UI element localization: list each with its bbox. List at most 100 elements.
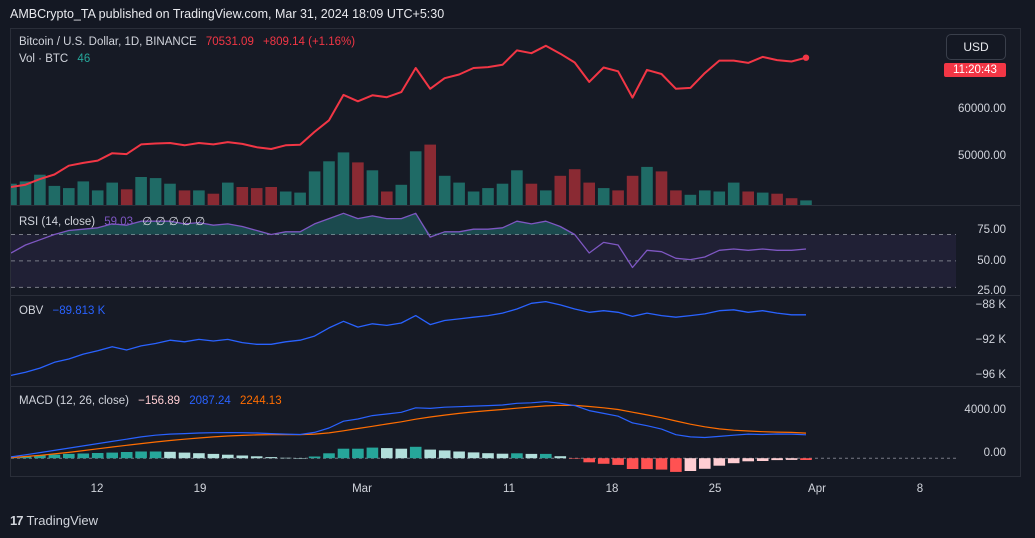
macd-panel[interactable]: MACD (12, 26, close) −156.89 2087.24 224…: [10, 386, 1021, 477]
volume-bar: [713, 191, 726, 206]
obv-chart[interactable]: [11, 296, 1022, 387]
rsi-panel[interactable]: RSI (14, close) 59.03 ∅ ∅ ∅ ∅ ∅ 75.00 50…: [10, 205, 1022, 297]
price-value: 70531.09: [205, 36, 254, 48]
x-tick-12: 12: [90, 483, 104, 495]
macd-histogram-bar: [323, 453, 335, 459]
macd-histogram-bar: [785, 458, 798, 460]
macd-hist-value: −156.89: [138, 395, 181, 407]
volume-bar: [482, 188, 494, 206]
volume-bar: [699, 190, 711, 206]
macd-histogram-bar: [395, 448, 408, 459]
x-tick-19: 19: [193, 483, 207, 495]
price-change: +809.14 (+1.16%): [263, 36, 356, 48]
volume-bar: [800, 200, 812, 206]
rsi-tick-25: 25.00: [977, 285, 1006, 297]
macd-histogram-bar: [727, 458, 740, 464]
macd-histogram-bar: [207, 453, 220, 459]
volume-bar: [381, 191, 393, 206]
macd-histogram-bar: [279, 457, 292, 459]
macd-histogram-bar: [641, 458, 653, 470]
macd-line-value: 2087.24: [189, 395, 231, 407]
macd-histogram-bar: [568, 458, 581, 459]
price-line: [11, 44, 807, 188]
volume-bar: [424, 144, 436, 206]
rsi-tick-50: 50.00: [977, 255, 1006, 267]
volume-bar: [11, 183, 17, 206]
volume-bar: [742, 191, 754, 206]
volume-bar: [106, 182, 118, 206]
macd-histogram-bar: [352, 448, 364, 459]
volume-bar: [222, 182, 234, 206]
volume-bar: [453, 182, 465, 206]
x-tick-11: 11: [503, 483, 515, 495]
macd-tick-0: 0.00: [983, 447, 1006, 459]
macd-histogram-bar: [135, 451, 147, 459]
macd-histogram-bar: [800, 458, 812, 460]
macd-histogram-bar: [482, 453, 494, 459]
macd-histogram-bar: [467, 452, 480, 459]
macd-histogram-bar: [626, 458, 639, 469]
tradingview-brand[interactable]: 17 TradingView: [10, 513, 98, 528]
macd-histogram-bar: [381, 448, 393, 459]
rsi-chart[interactable]: [11, 206, 1022, 296]
volume-bar: [352, 162, 364, 206]
macd-histogram-bar: [265, 457, 277, 459]
macd-histogram-bar: [337, 448, 350, 459]
volume-bar: [626, 175, 639, 206]
x-tick-18: 18: [605, 483, 619, 495]
volume-bar: [785, 198, 798, 206]
volume-bar: [597, 188, 610, 206]
volume-bar: [771, 193, 783, 206]
currency-button[interactable]: USD: [946, 34, 1006, 60]
volume-bar: [670, 190, 682, 206]
macd-histogram-bar: [149, 451, 162, 459]
volume-bar: [684, 194, 697, 206]
macd-signal-value: 2244.13: [240, 395, 282, 407]
volume-bar: [366, 170, 379, 206]
macd-histogram-bar: [63, 453, 75, 459]
macd-label: MACD (12, 26, close): [19, 395, 129, 407]
macd-histogram-bar: [511, 453, 523, 459]
price-panel[interactable]: Bitcoin / U.S. Dollar, 1D, BINANCE 70531…: [10, 28, 1022, 206]
price-tick-60000: 60000.00: [958, 103, 1006, 115]
obv-value: −89.813 K: [52, 305, 106, 317]
volume-bar: [250, 188, 263, 206]
volume-bar: [568, 169, 581, 206]
obv-panel[interactable]: OBV −89.813 K −88 K −92 K −96 K: [10, 295, 1021, 386]
price-tick-50000: 50000.00: [958, 150, 1006, 162]
macd-histogram-bar: [554, 456, 567, 459]
macd-histogram-bar: [366, 447, 379, 459]
price-chart[interactable]: [11, 29, 1022, 206]
macd-histogram-bar: [771, 458, 783, 461]
volume-bar: [409, 151, 422, 206]
macd-histogram-bar: [106, 452, 118, 459]
volume-bar: [323, 161, 335, 206]
volume-bar: [583, 182, 595, 206]
volume-bar: [655, 171, 668, 206]
rsi-legend: RSI (14, close) 59.03 ∅ ∅ ∅ ∅ ∅: [19, 214, 211, 228]
volume-bar: [48, 185, 61, 206]
macd-histogram-bar: [655, 458, 668, 470]
volume-bar: [294, 192, 306, 206]
macd-chart[interactable]: [11, 387, 1022, 478]
obv-tick-92: −92 K: [975, 334, 1006, 346]
volume-bar: [438, 175, 451, 206]
volume-bar: [337, 152, 350, 206]
macd-histogram-bar: [453, 451, 465, 459]
volume-bar: [34, 174, 46, 206]
macd-histogram-bar: [48, 454, 61, 459]
volume-bar: [540, 190, 552, 206]
obv-label: OBV: [19, 305, 44, 317]
volume-bar: [467, 191, 480, 206]
macd-histogram-bar: [193, 453, 205, 459]
obv-line: [11, 300, 806, 377]
macd-histogram-bar: [250, 456, 263, 459]
volume-bar: [265, 187, 277, 206]
volume-bar: [207, 193, 220, 206]
macd-histogram-bar: [742, 458, 754, 462]
macd-histogram-bar: [597, 458, 610, 464]
volume-bar: [63, 188, 75, 206]
rsi-value: 59.03: [104, 216, 134, 228]
volume-bar: [19, 181, 32, 206]
volume-bar: [135, 177, 147, 206]
